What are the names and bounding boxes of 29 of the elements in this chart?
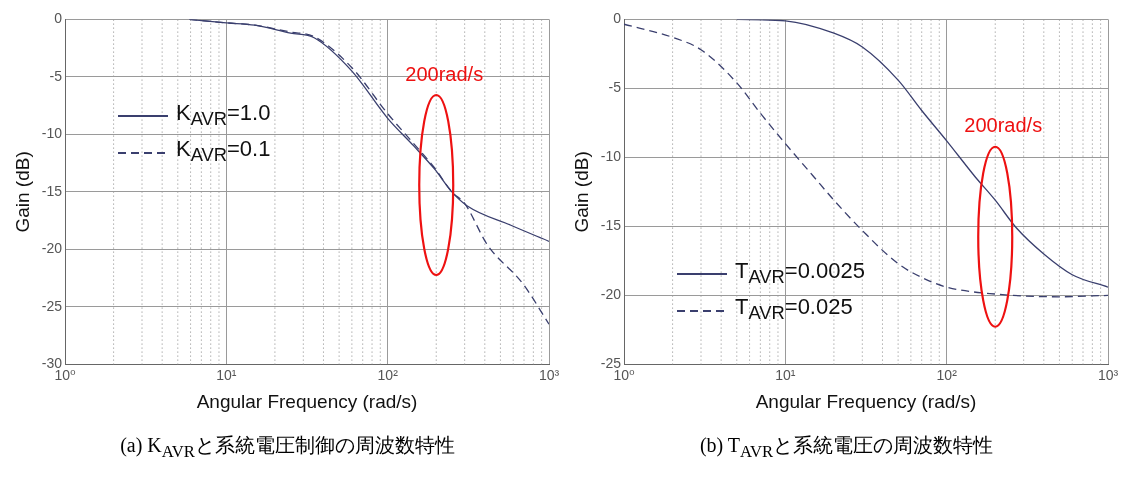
y-tick-label: 0 <box>54 10 63 27</box>
legend-label: K$_{AVR}$=0.1 <box>176 135 271 168</box>
y-axis-title: Gain (dB) <box>570 151 592 233</box>
x-tick-label: 10² <box>377 366 399 383</box>
y-tick-label: -10 <box>41 125 63 142</box>
x-tick-label: 10³ <box>1097 366 1119 383</box>
legend-label: T$_{AVR}$=0.0025 <box>735 257 865 290</box>
x-axis-title: Angular Frequency (rad/s) <box>755 390 977 412</box>
x-tick-label: 10¹ <box>216 366 237 383</box>
y-tick-label: -25 <box>41 297 63 314</box>
y-tick-label: -15 <box>41 182 63 199</box>
legend-label: T$_{AVR}$=0.025 <box>735 293 853 326</box>
annotation: 200rad/s <box>405 62 484 85</box>
x-axis-title: Angular Frequency (rad/s) <box>196 390 418 412</box>
annotation: 200rad/s <box>964 114 1043 137</box>
y-tick-label: -10 <box>600 148 622 165</box>
y-tick-label: -5 <box>608 79 622 96</box>
y-tick-label: 0 <box>613 10 622 27</box>
text: (a) K$_{AVR}$と系統電圧制御の周波数特性 <box>119 433 456 462</box>
y-axis-title: Gain (dB) <box>11 151 33 233</box>
x-tick-label: 10¹ <box>775 366 796 383</box>
y-tick-label: -5 <box>49 67 63 84</box>
y-tick-label: -20 <box>41 240 63 257</box>
y-tick-label: -20 <box>600 286 622 303</box>
text: (b) T$_{AVR}$と系統電圧の周波数特性 <box>698 433 995 462</box>
x-tick-label: 10³ <box>538 366 560 383</box>
legend-label: K$_{AVR}$=1.0 <box>176 99 271 132</box>
y-tick-label: -15 <box>600 217 622 234</box>
x-tick-label: 10² <box>936 366 958 383</box>
